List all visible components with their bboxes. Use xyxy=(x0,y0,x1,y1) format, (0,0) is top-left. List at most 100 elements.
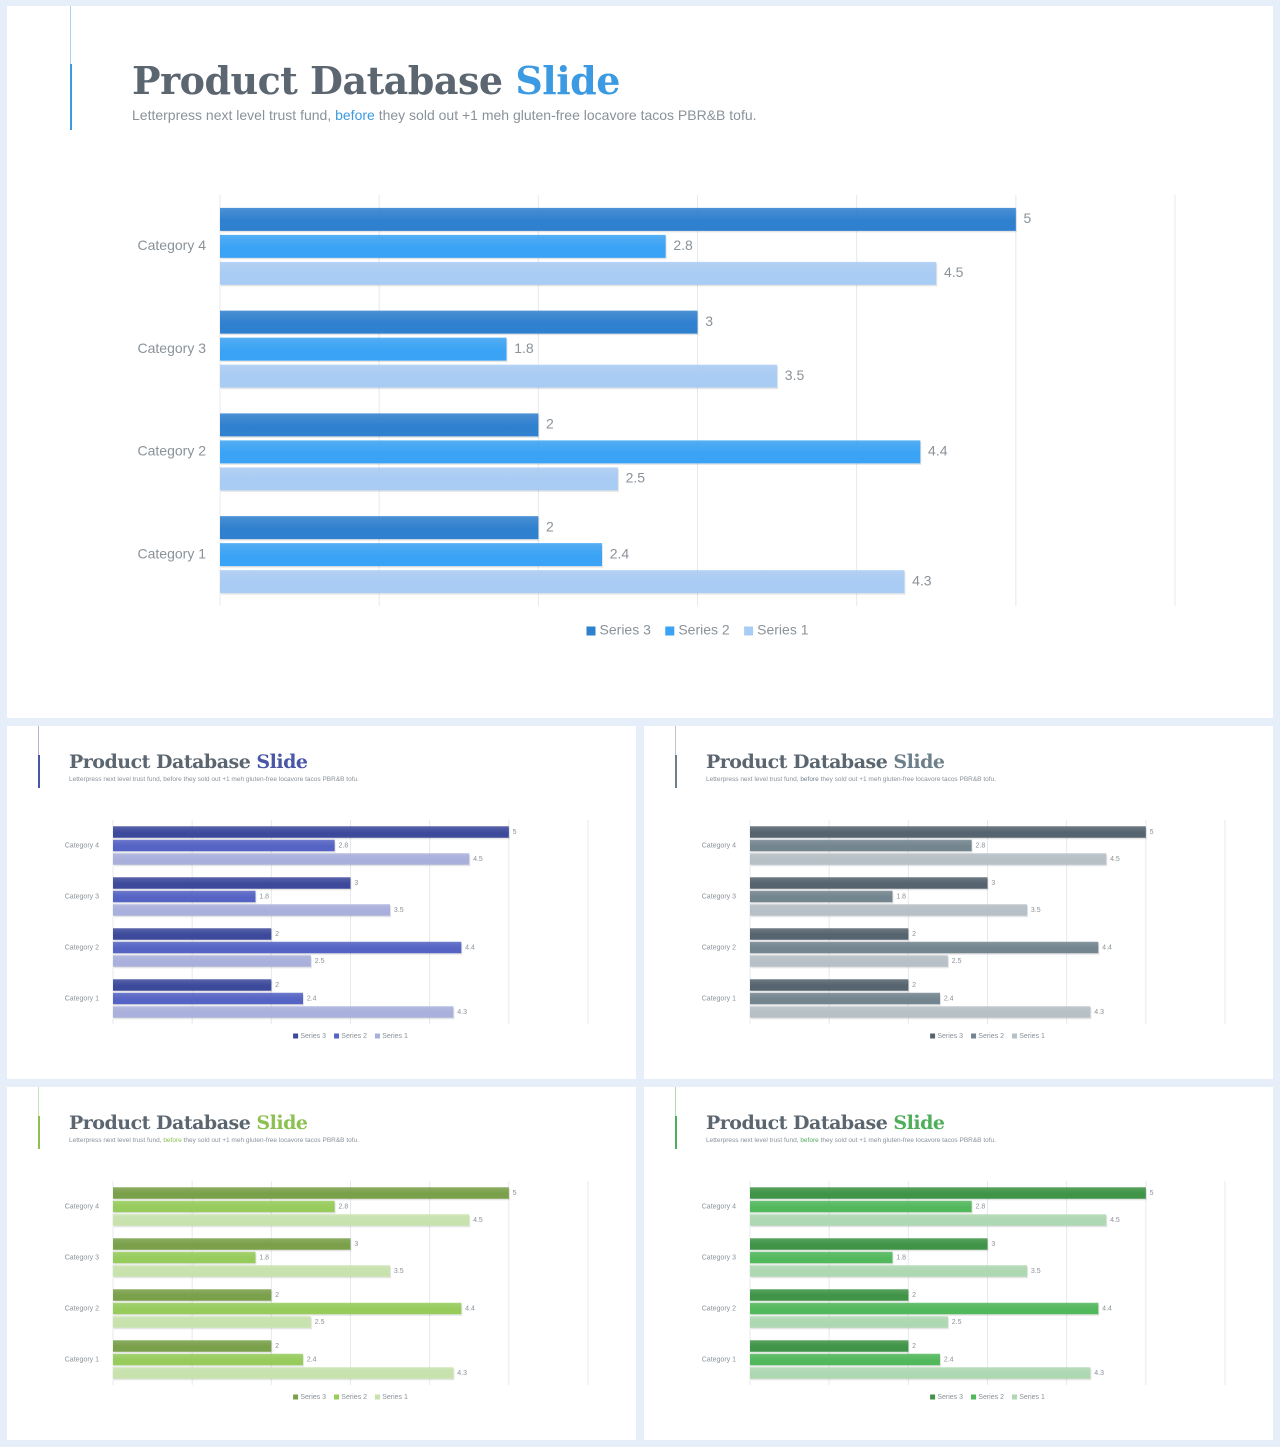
bar xyxy=(220,207,1016,231)
data-label: 3 xyxy=(991,1241,995,1248)
legend-swatch xyxy=(586,626,596,636)
bar xyxy=(113,941,462,954)
bar xyxy=(750,904,1028,916)
subtitle-text-pre: Letterpress next level trust fund, xyxy=(69,1137,164,1144)
bar xyxy=(750,941,1099,954)
legend-swatch xyxy=(744,626,754,636)
slide-title-main: Product Database xyxy=(69,751,251,773)
data-label: 2.8 xyxy=(339,842,349,849)
data-label: 3.5 xyxy=(394,1268,404,1275)
slide-indigo: Product Database Slide Letterpress next … xyxy=(7,726,636,1079)
bar xyxy=(113,1289,272,1301)
subtitle-text-pre: Letterpress next level trust fund, xyxy=(706,1137,801,1144)
bar xyxy=(113,1367,454,1379)
legend-swatch xyxy=(930,1033,936,1039)
legend-label: Series 1 xyxy=(757,622,809,638)
subtitle-text-post: they sold out +1 meh gluten-free locavor… xyxy=(818,1137,996,1144)
data-label: 3.5 xyxy=(394,907,404,914)
legend-swatch xyxy=(971,1394,977,1400)
bar xyxy=(220,413,539,437)
category-label: Category 3 xyxy=(65,893,99,900)
slide-title-main: Product Database xyxy=(706,751,888,773)
data-label: 2 xyxy=(912,1292,916,1299)
category-label: Category 2 xyxy=(702,1305,736,1312)
data-label: 2.4 xyxy=(307,995,317,1002)
data-label: 3 xyxy=(354,1241,358,1248)
data-label: 1.8 xyxy=(259,1254,269,1261)
data-label: 2.5 xyxy=(315,958,325,965)
data-label: 3.5 xyxy=(1031,907,1041,914)
category-label: Category 1 xyxy=(65,1356,99,1363)
data-label: 2 xyxy=(275,1292,279,1299)
bar xyxy=(750,1251,893,1264)
bar xyxy=(750,1238,988,1250)
data-label: 2 xyxy=(912,1343,916,1350)
bar-chart: Category 4 5 2.8 4.5 Category 3 3 1.8 3.5 Catego… xyxy=(702,1181,1226,1401)
data-label: 2.5 xyxy=(952,958,962,965)
bar xyxy=(750,1265,1028,1277)
slide-accent-line-faint xyxy=(675,726,676,755)
legend-label: Series 3 xyxy=(600,622,652,638)
data-label: 4.4 xyxy=(928,443,948,459)
category-label: Category 2 xyxy=(65,944,99,951)
bar xyxy=(113,877,351,889)
bar xyxy=(113,853,470,865)
slide-subtitle: Letterpress next level trust fund, befor… xyxy=(69,1137,359,1144)
slide-title-accent: Slide xyxy=(893,751,945,773)
data-label: 3 xyxy=(354,880,358,887)
bar xyxy=(750,826,1146,838)
bar xyxy=(113,1251,256,1264)
legend-label: Series 2 xyxy=(978,1394,1004,1401)
bar xyxy=(750,1214,1107,1226)
bar xyxy=(750,955,948,967)
data-label: 2.4 xyxy=(944,1356,954,1363)
data-label: 4.4 xyxy=(1102,1305,1112,1312)
data-label: 4.3 xyxy=(1094,1009,1104,1016)
subtitle-text-post: they sold out +1 meh gluten-free locavor… xyxy=(374,107,757,123)
slide-subtitle: Letterpress next level trust fund, befor… xyxy=(706,776,996,783)
slide-accent-line-faint xyxy=(70,6,71,64)
data-label: 4.4 xyxy=(465,1305,475,1312)
data-label: 5 xyxy=(1150,829,1154,836)
data-label: 3 xyxy=(991,880,995,887)
category-label: Category 2 xyxy=(702,944,736,951)
bar xyxy=(113,1200,335,1213)
legend-label: Series 1 xyxy=(382,1033,408,1040)
subtitle-text-pre: Letterpress next level trust fund, xyxy=(132,107,336,123)
bar xyxy=(750,1340,909,1352)
legend-label: Series 3 xyxy=(300,1394,326,1401)
data-label: 4.5 xyxy=(473,1217,483,1224)
bar xyxy=(750,1353,940,1366)
legend-label: Series 3 xyxy=(300,1033,326,1040)
slide-accent-line xyxy=(38,1116,40,1149)
data-label: 1.8 xyxy=(514,340,534,356)
slide-subtitle: Letterpress next level trust fund, befor… xyxy=(132,107,757,123)
category-label: Category 2 xyxy=(138,443,207,459)
slide-title-main: Product Database xyxy=(69,1112,251,1134)
data-label: 4.5 xyxy=(1110,856,1120,863)
data-label: 5 xyxy=(513,1190,517,1197)
bar xyxy=(220,310,698,334)
category-label: Category 4 xyxy=(65,1203,99,1210)
bar xyxy=(750,1289,909,1301)
data-label: 4.5 xyxy=(1110,1217,1120,1224)
slide-subtitle: Letterpress next level trust fund, befor… xyxy=(69,776,359,783)
category-label: Category 3 xyxy=(138,340,207,356)
bar xyxy=(113,1340,272,1352)
category-label: Category 3 xyxy=(702,893,736,900)
data-label: 3.5 xyxy=(1031,1268,1041,1275)
slide-accent-line-faint xyxy=(38,726,39,755)
slide-title: Product Database Slide xyxy=(706,1112,945,1134)
bar xyxy=(750,992,940,1005)
legend-swatch xyxy=(1011,1033,1017,1039)
data-label: 2 xyxy=(912,931,916,938)
bar-chart: Category 4 5 2.8 4.5 Category 3 3 1.8 3.5 Catego… xyxy=(138,195,1176,638)
data-label: 2.8 xyxy=(976,1203,986,1210)
data-label: 4.5 xyxy=(944,264,964,280)
legend-label: Series 3 xyxy=(937,1033,963,1040)
data-label: 4.3 xyxy=(457,1009,467,1016)
data-label: 1.8 xyxy=(259,893,269,900)
bar xyxy=(750,979,909,991)
slide-lime: Product Database Slide Letterpress next … xyxy=(7,1087,636,1440)
subtitle-text-post: they sold out +1 meh gluten-free locavor… xyxy=(181,1137,359,1144)
